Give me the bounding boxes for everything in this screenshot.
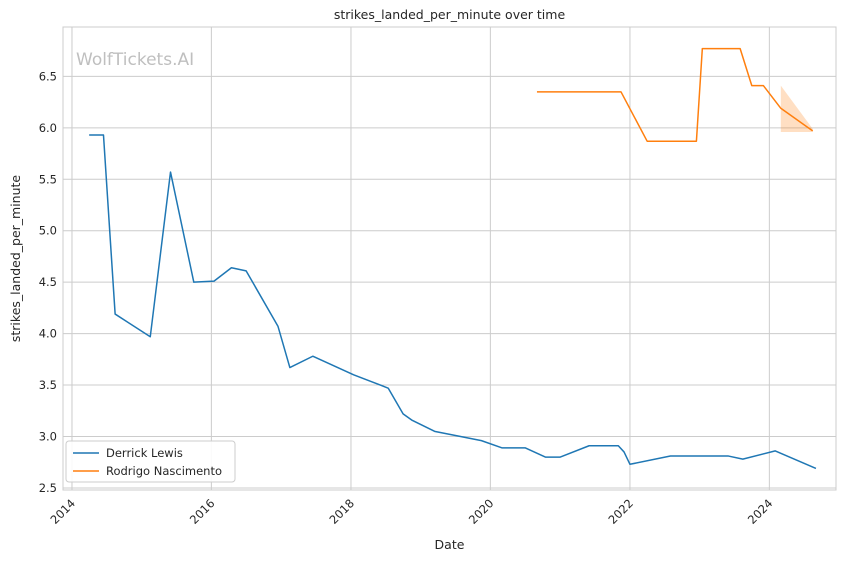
series-line [89, 134, 817, 470]
plot-area [63, 27, 836, 490]
legend-label: Rodrigo Nascimento [106, 464, 222, 478]
grid-lines [63, 27, 836, 490]
y-tick-label: 4.5 [39, 275, 57, 289]
y-tick-label: 6.0 [39, 121, 57, 135]
y-axis-label: strikes_landed_per_minute [8, 175, 23, 343]
series-line [536, 47, 814, 142]
chart-title: strikes_landed_per_minute over time [334, 7, 566, 22]
legend-box [65, 440, 236, 483]
y-tick-label: 5.5 [39, 172, 57, 186]
y-tick-label: 6.5 [39, 69, 57, 83]
legend: Derrick Lewis Rodrigo Nascimento [65, 440, 236, 483]
y-tick-label: 2.5 [39, 481, 57, 495]
y-tick-label: 3.0 [39, 429, 57, 443]
series-lines [89, 47, 817, 470]
plot-frame [62, 26, 837, 491]
confidence-bands [780, 85, 813, 132]
y-tick-label: 3.5 [39, 378, 57, 392]
watermark-text: WolfTickets.AI [76, 50, 194, 70]
y-tick-label: 4.0 [39, 327, 57, 341]
y-axis-ticks: 2.5 3.0 3.5 4.0 4.5 5.0 5.5 6.0 6.5 [39, 69, 57, 495]
confidence-band [780, 85, 813, 132]
x-axis-label: Date [435, 537, 465, 552]
legend-label: Derrick Lewis [106, 446, 183, 460]
y-tick-label: 5.0 [39, 224, 57, 238]
